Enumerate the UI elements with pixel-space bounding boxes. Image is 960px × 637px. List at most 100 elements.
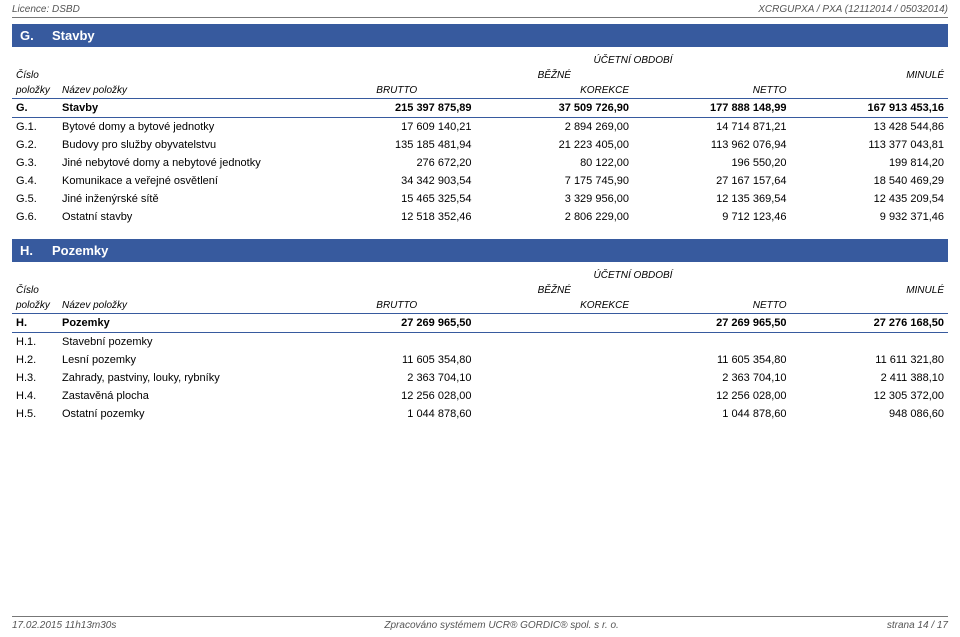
row-name: Pozemky (58, 314, 318, 333)
footer-left: 17.02.2015 11h13m30s (12, 620, 116, 631)
row-code: H.1. (12, 333, 58, 352)
row-korekce: 2 894 269,00 (476, 118, 634, 137)
table-row: G.1. Bytové domy a bytové jednotky 17 60… (12, 118, 948, 137)
row-name: Bytové domy a bytové jednotky (58, 118, 318, 137)
row-brutto: 135 185 481,94 (318, 136, 476, 154)
row-name: Zahrady, pastviny, louky, rybníky (58, 369, 318, 387)
table-row: H.3. Zahrady, pastviny, louky, rybníky 2… (12, 369, 948, 387)
row-korekce: 80 122,00 (476, 154, 634, 172)
head-korekce: KOREKCE (476, 83, 634, 99)
footer: 17.02.2015 11h13m30s Zpracováno systémem… (12, 616, 948, 631)
row-minule (791, 333, 949, 352)
licence-label: Licence: (12, 4, 49, 15)
head-bezne: BĚŽNÉ (318, 68, 791, 83)
table-row: G.4. Komunikace a veřejné osvětlení 34 3… (12, 172, 948, 190)
row-brutto: 215 397 875,89 (318, 99, 476, 118)
row-netto: 1 044 878,60 (633, 405, 791, 426)
period-label: ÚČETNÍ OBDOBÍ (318, 268, 948, 283)
row-brutto: 27 269 965,50 (318, 314, 476, 333)
head-minule: MINULÉ (791, 283, 949, 298)
row-code: G.4. (12, 172, 58, 190)
row-netto (633, 333, 791, 352)
head-brutto: BRUTTO (318, 298, 476, 314)
head-korekce: KOREKCE (476, 298, 634, 314)
head-cislo: Číslo (12, 68, 318, 83)
row-brutto: 12 518 352,46 (318, 208, 476, 229)
row-name: Stavby (58, 99, 318, 118)
table-h-head: ÚČETNÍ OBDOBÍ Číslo BĚŽNÉ MINULÉ položky… (12, 268, 948, 314)
row-netto: 27 167 157,64 (633, 172, 791, 190)
row-netto: 177 888 148,99 (633, 99, 791, 118)
head-polozky: položky (12, 298, 58, 314)
head-polozky: položky (12, 83, 58, 99)
row-netto: 12 135 369,54 (633, 190, 791, 208)
table-row-sum: H. Pozemky 27 269 965,50 27 269 965,50 2… (12, 314, 948, 333)
row-brutto: 34 342 903,54 (318, 172, 476, 190)
row-minule: 18 540 469,29 (791, 172, 949, 190)
row-netto: 113 962 076,94 (633, 136, 791, 154)
head-bezne: BĚŽNÉ (318, 283, 791, 298)
row-minule: 113 377 043,81 (791, 136, 949, 154)
period-label: ÚČETNÍ OBDOBÍ (318, 53, 948, 68)
table-row: H.2. Lesní pozemky 11 605 354,80 11 605 … (12, 351, 948, 369)
row-name: Ostatní pozemky (58, 405, 318, 426)
row-code: H.4. (12, 387, 58, 405)
footer-rule (12, 616, 948, 617)
row-minule: 11 611 321,80 (791, 351, 949, 369)
table-row: G.5. Jiné inženýrské sítě 15 465 325,54 … (12, 190, 948, 208)
row-netto: 27 269 965,50 (633, 314, 791, 333)
table-h-body: H. Pozemky 27 269 965,50 27 269 965,50 2… (12, 314, 948, 427)
row-minule: 9 932 371,46 (791, 208, 949, 229)
row-minule: 948 086,60 (791, 405, 949, 426)
table-row-sum: G. Stavby 215 397 875,89 37 509 726,90 1… (12, 99, 948, 118)
section-g-title: Stavby (52, 28, 95, 43)
header-left: Licence: DSBD (12, 4, 80, 15)
head-nazev: Název položky (58, 298, 318, 314)
row-korekce (476, 351, 634, 369)
row-minule: 27 276 168,50 (791, 314, 949, 333)
row-code: G.3. (12, 154, 58, 172)
head-netto: NETTO (633, 298, 791, 314)
row-korekce (476, 314, 634, 333)
page: Licence: DSBD XCRGUPXA / PXA (12112014 /… (0, 0, 960, 637)
section-h-title: Pozemky (52, 243, 108, 258)
row-name: Komunikace a veřejné osvětlení (58, 172, 318, 190)
row-code: G.2. (12, 136, 58, 154)
section-gap (12, 229, 948, 239)
row-minule: 199 814,20 (791, 154, 949, 172)
row-minule: 12 435 209,54 (791, 190, 949, 208)
section-g-title-bar: G. Stavby (12, 24, 948, 47)
head-cislo: Číslo (12, 283, 318, 298)
row-code: H.2. (12, 351, 58, 369)
head-netto: NETTO (633, 83, 791, 99)
row-name: Stavební pozemky (58, 333, 318, 352)
head-nazev: Název položky (58, 83, 318, 99)
row-name: Zastavěná plocha (58, 387, 318, 405)
row-netto: 196 550,20 (633, 154, 791, 172)
row-minule: 12 305 372,00 (791, 387, 949, 405)
table-h: ÚČETNÍ OBDOBÍ Číslo BĚŽNÉ MINULÉ položky… (12, 268, 948, 426)
row-minule: 13 428 544,86 (791, 118, 949, 137)
table-row: G.2. Budovy pro služby obyvatelstvu 135 … (12, 136, 948, 154)
row-netto: 2 363 704,10 (633, 369, 791, 387)
table-g: ÚČETNÍ OBDOBÍ Číslo BĚŽNÉ MINULÉ položky… (12, 53, 948, 229)
section-h-prefix: H. (20, 243, 38, 258)
row-brutto: 15 465 325,54 (318, 190, 476, 208)
row-korekce (476, 369, 634, 387)
row-code: H. (12, 314, 58, 333)
row-code: H.5. (12, 405, 58, 426)
row-brutto: 276 672,20 (318, 154, 476, 172)
row-netto: 9 712 123,46 (633, 208, 791, 229)
row-code: G.5. (12, 190, 58, 208)
table-row: H.4. Zastavěná plocha 12 256 028,00 12 2… (12, 387, 948, 405)
row-korekce: 21 223 405,00 (476, 136, 634, 154)
row-name: Ostatní stavby (58, 208, 318, 229)
row-brutto (318, 333, 476, 352)
row-korekce: 7 175 745,90 (476, 172, 634, 190)
table-row: G.3. Jiné nebytové domy a nebytové jedno… (12, 154, 948, 172)
row-korekce: 37 509 726,90 (476, 99, 634, 118)
row-brutto: 12 256 028,00 (318, 387, 476, 405)
row-korekce: 2 806 229,00 (476, 208, 634, 229)
row-korekce (476, 333, 634, 352)
footer-center: Zpracováno systémem UCR® GORDIC® spol. s… (116, 620, 886, 631)
